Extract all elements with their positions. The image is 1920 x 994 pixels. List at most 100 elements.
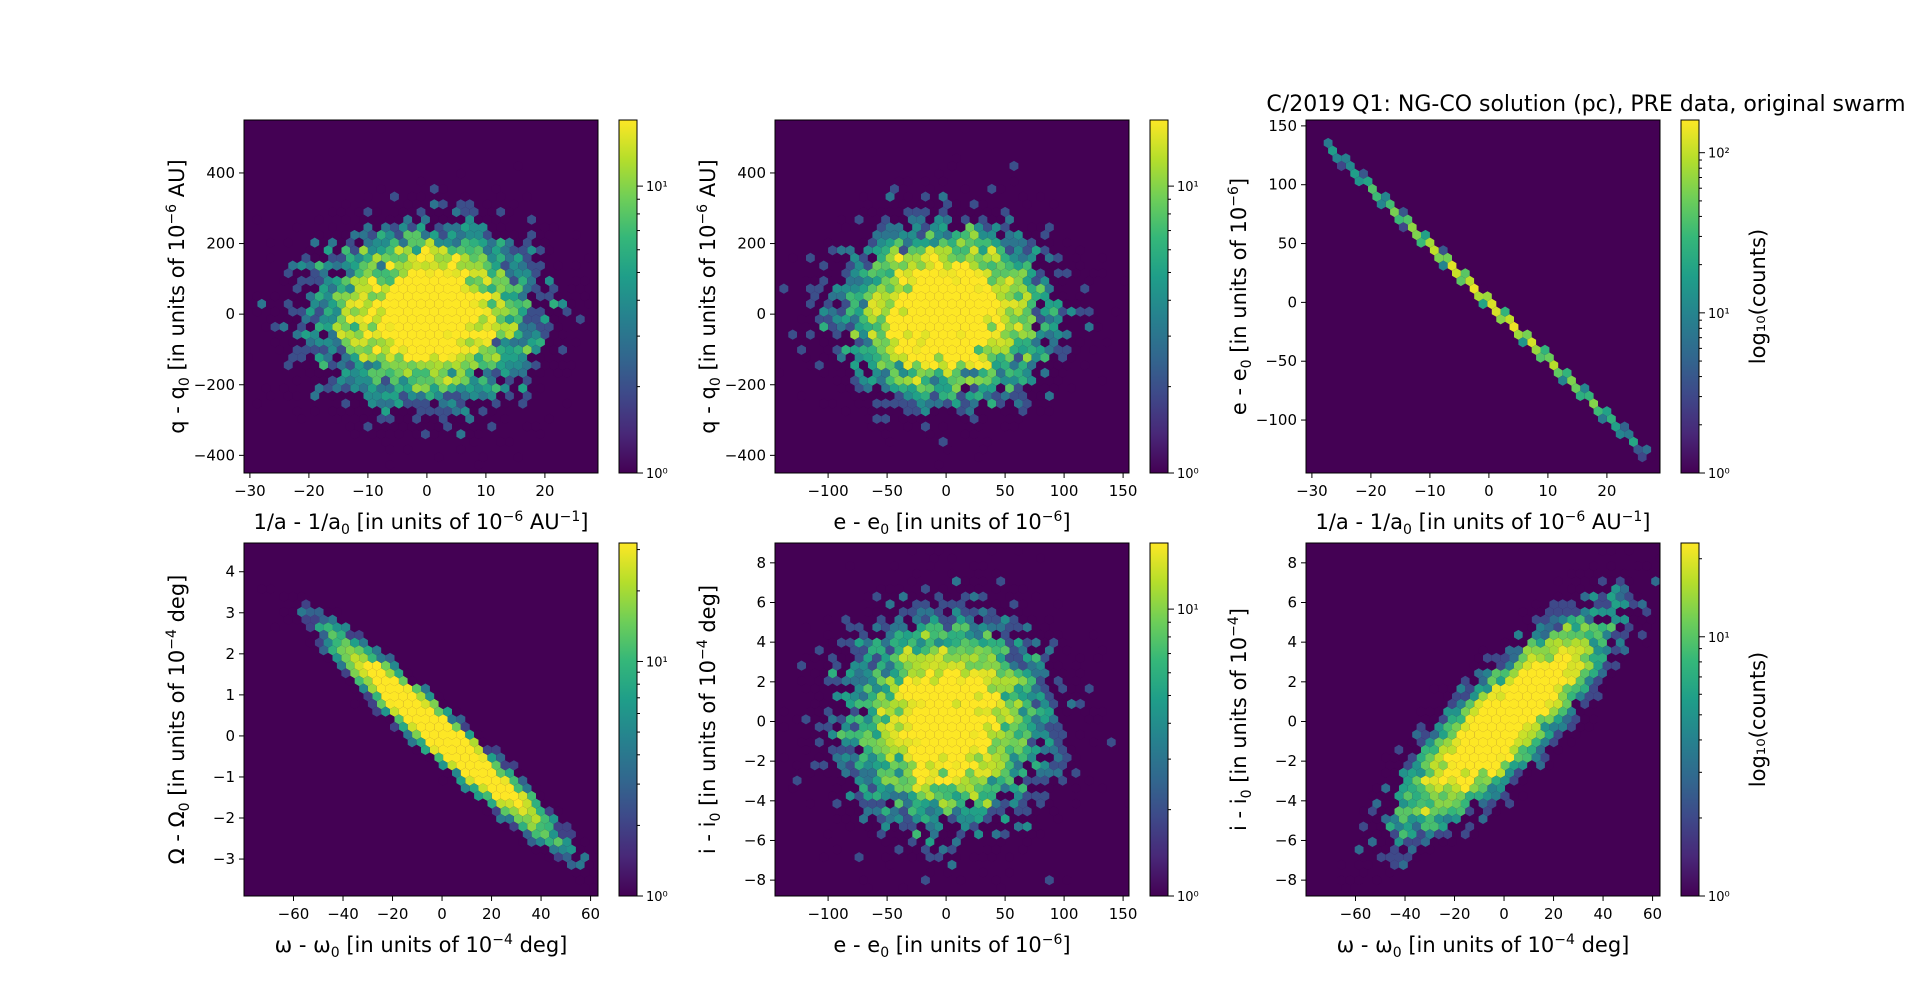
- hexbin-cell: [956, 752, 966, 763]
- hexbin-cell: [934, 775, 944, 786]
- hexbin-cell: [1522, 706, 1532, 717]
- hexbin-cell: [987, 714, 997, 725]
- hexbin-cell: [921, 737, 930, 748]
- hexbin-cell: [1044, 298, 1054, 310]
- hexbin-cell: [1040, 383, 1050, 394]
- hexbin-cell: [1014, 545, 1023, 556]
- hexbin-cell: [938, 390, 948, 401]
- hexbin-cell: [381, 691, 390, 702]
- hexbin-cell: [1022, 729, 1032, 740]
- hexbin-cell: [1553, 606, 1563, 618]
- hexbin-cell: [925, 545, 935, 556]
- hexbin-cell: [894, 298, 904, 310]
- hexbin-cell: [1438, 836, 1448, 847]
- hexbin-cell: [363, 314, 373, 325]
- hexbin-cell: [341, 291, 351, 302]
- hexbin-cell: [1593, 645, 1603, 656]
- hexbin-cell: [328, 252, 337, 264]
- hexbin-cell: [1465, 760, 1475, 771]
- hexbin-cell: [907, 806, 917, 817]
- hexbin-cell: [1398, 798, 1408, 809]
- hexbin-cell: [819, 321, 829, 332]
- hexbin-cell: [1536, 352, 1545, 363]
- hexbin-cell: [885, 660, 895, 671]
- hexbin-cell: [416, 283, 426, 294]
- hexbin-cell: [1031, 591, 1041, 602]
- hexbin-cell: [996, 183, 1006, 195]
- hexbin-cell: [894, 268, 904, 279]
- hexbin-cell: [1031, 668, 1041, 679]
- hexbin-cell: [478, 452, 488, 463]
- hexbin-cell: [885, 298, 895, 310]
- hexbin-cell: [341, 637, 351, 648]
- hexbin-cell: [496, 206, 506, 218]
- hexbin-cell: [1425, 721, 1435, 733]
- hexbin-cell: [867, 783, 877, 794]
- hexbin-cell: [1394, 852, 1404, 863]
- hexbin-cell: [381, 375, 390, 386]
- hexbin-cell: [1571, 637, 1581, 648]
- hexbin-cell: [894, 645, 904, 656]
- hexbin-cell: [894, 767, 904, 778]
- y-axis-label: i - i0 [in units of 10−4 deg]: [695, 585, 724, 854]
- hexbin-cell: [881, 337, 890, 348]
- hexbin-cell: [363, 691, 373, 702]
- hexbin-cell: [916, 275, 926, 287]
- hexbin-cell: [478, 767, 488, 778]
- hexbin-cell: [859, 737, 868, 748]
- hexbin-cell: [850, 329, 860, 340]
- hexbin-cell: [978, 337, 988, 348]
- hexbin-cell: [1487, 721, 1497, 733]
- hexbin-cell: [872, 622, 882, 633]
- hexbin-cell: [907, 836, 917, 847]
- y-tick-label: −2: [213, 809, 235, 827]
- hexbin-cell: [496, 798, 506, 809]
- hexbin-cell: [890, 775, 899, 786]
- hexbin-cell: [1111, 306, 1121, 317]
- hexbin-cell: [960, 622, 970, 633]
- hexbin-cell: [837, 775, 846, 786]
- hexbin-cell: [540, 314, 550, 325]
- hexbin-cell: [1407, 737, 1417, 748]
- hexbin-cell: [336, 283, 346, 294]
- hexbin-cell: [1009, 798, 1019, 809]
- hexbin-cell: [1505, 314, 1514, 325]
- hexbin-cell: [1000, 252, 1010, 264]
- hexbin-cell: [991, 614, 1001, 625]
- hexbin-cell: [394, 429, 404, 440]
- hexbin-cell: [421, 245, 430, 256]
- hexbin-cell: [323, 291, 333, 302]
- hexbin-cell: [443, 252, 452, 264]
- hexbin-cell: [1478, 783, 1488, 794]
- hexbin-cell: [810, 760, 820, 771]
- hexbin-cell: [1053, 691, 1063, 702]
- hexbin-cell: [885, 813, 895, 824]
- hexbin-cell: [341, 245, 351, 256]
- hexbin-cell: [987, 398, 997, 409]
- hexbin-cell: [1005, 806, 1014, 817]
- hexbin-cell: [359, 214, 368, 225]
- hexbin-cell: [372, 406, 382, 417]
- hexbin-cell: [1553, 744, 1563, 755]
- hexbin-cell: [952, 214, 961, 225]
- hexbin-cell: [1558, 721, 1568, 733]
- hexbin-cell: [1075, 698, 1085, 710]
- hexbin-cell: [367, 367, 377, 378]
- hexbin-cell: [531, 314, 541, 325]
- hexbin-cell: [1058, 668, 1067, 679]
- hexbin-cell: [929, 767, 939, 778]
- hexbin-cell: [881, 775, 890, 786]
- hexbin-cell: [841, 360, 851, 371]
- hexbin-cell: [925, 245, 935, 256]
- hexbin-cell: [1390, 767, 1399, 778]
- hexbin-cell: [350, 337, 360, 348]
- hexbin-cell: [819, 291, 829, 302]
- hexbin-cell: [1518, 744, 1528, 755]
- hexbin-cell: [974, 568, 983, 579]
- hexbin-cell: [823, 629, 833, 641]
- hexbin-cell: [898, 806, 908, 817]
- hexbin-cell: [531, 360, 541, 371]
- hexbin-cell: [832, 252, 842, 264]
- hexbin-cell: [890, 245, 899, 256]
